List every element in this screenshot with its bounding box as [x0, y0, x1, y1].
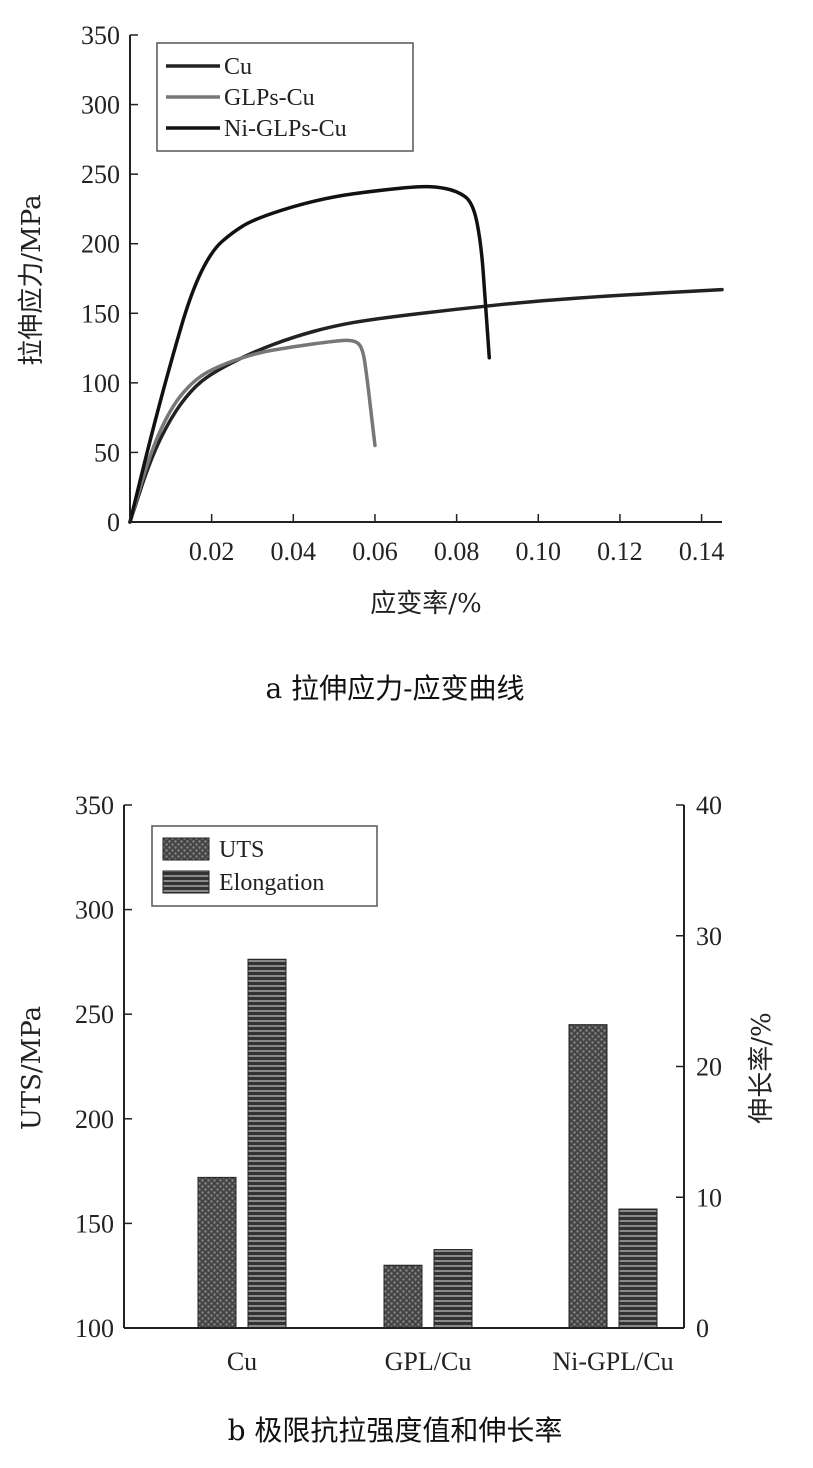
- b-category-labels: Cu GPL/Cu Ni-GPL/Cu: [227, 1347, 674, 1376]
- b-y-tick-label: 150: [75, 1209, 114, 1238]
- a-series-line-1: [128, 338, 377, 524]
- b-left-tick-labels: 100 150 200 250 300 350: [75, 791, 132, 1343]
- a-y-axis-label: 拉伸应力/MPa: [17, 194, 47, 365]
- a-y-tick-label: 200: [81, 230, 120, 259]
- b-legend-label: UTS: [219, 837, 264, 863]
- chart-b: 100 150 200 250 300 350 0 10 20 30 40 Cu GPL/Cu Ni-…: [17, 791, 777, 1447]
- a-y-tick-label: 150: [81, 299, 120, 328]
- a-x-tick-label: 0.10: [516, 537, 562, 566]
- b-bar-elongation: [247, 958, 287, 1329]
- b-y-tick-label: 200: [75, 1105, 114, 1134]
- a-x-tick-label: 0.12: [597, 537, 643, 566]
- b-y-tick-label: 100: [75, 1314, 114, 1343]
- b-caption: b 极限抗拉强度值和伸长率: [228, 1414, 563, 1447]
- b-legend: UTS Elongation: [151, 825, 378, 907]
- b-y2-tick-label: 10: [696, 1183, 722, 1212]
- b-y2-tick-label: 30: [696, 922, 722, 951]
- a-series-line-0: [128, 287, 724, 524]
- b-bars: [197, 958, 658, 1329]
- a-y-tick-label: 0: [107, 508, 120, 537]
- a-y-tick-label: 350: [81, 21, 120, 50]
- a-legend-label: GLPs-Cu: [224, 85, 315, 111]
- b-right-tick-labels: 0 10 20 30 40: [676, 791, 722, 1343]
- a-x-tick-label: 0.06: [352, 537, 398, 566]
- a-series-lines: [128, 184, 724, 524]
- b-category-label: Cu: [227, 1347, 257, 1376]
- a-x-axis-label: 应变率/%: [370, 589, 481, 619]
- a-series-line-2: [128, 184, 492, 524]
- b-bar-uts: [568, 1024, 608, 1329]
- a-x-tick-label: 0.02: [189, 537, 235, 566]
- a-legend: Cu GLPs-Cu Ni-GLPs-Cu: [156, 42, 414, 152]
- a-y-tick-label: 100: [81, 369, 120, 398]
- a-x-tick-label: 0.14: [679, 537, 725, 566]
- a-legend-label: Ni-GLPs-Cu: [224, 116, 347, 142]
- a-y-tick-label: 50: [94, 438, 120, 467]
- b-bar-uts: [197, 1176, 237, 1329]
- a-x-tick-label: 0.08: [434, 537, 480, 566]
- b-legend-swatch: [162, 870, 210, 894]
- a-caption: a 拉伸应力-应变曲线: [265, 672, 524, 705]
- a-x-tick-label: 0.04: [271, 537, 317, 566]
- b-y-tick-label: 300: [75, 896, 114, 925]
- b-y2-axis-label: 伸长率/%: [747, 1012, 777, 1123]
- b-bar-elongation: [433, 1249, 473, 1329]
- b-bar-elongation: [618, 1208, 658, 1329]
- a-x-tick-labels: 0.02 0.04 0.06 0.08 0.10 0.12 0.14: [189, 514, 724, 566]
- a-y-tick-labels: 0 50 100 150 200 250 300 350: [81, 21, 138, 537]
- b-y2-tick-label: 40: [696, 791, 722, 820]
- a-legend-label: Cu: [224, 54, 252, 80]
- b-bar-uts: [383, 1264, 423, 1329]
- a-y-tick-label: 250: [81, 160, 120, 189]
- b-category-label: Ni-GPL/Cu: [552, 1347, 673, 1376]
- b-legend-swatch: [162, 837, 210, 861]
- b-y2-tick-label: 20: [696, 1053, 722, 1082]
- b-y-tick-label: 350: [75, 791, 114, 820]
- b-y2-tick-label: 0: [696, 1314, 709, 1343]
- b-y-tick-label: 250: [75, 1000, 114, 1029]
- b-y-axis-label: UTS/MPa: [17, 1006, 47, 1130]
- b-legend-label: Elongation: [219, 870, 324, 896]
- b-category-label: GPL/Cu: [385, 1347, 472, 1376]
- a-y-tick-label: 300: [81, 91, 120, 120]
